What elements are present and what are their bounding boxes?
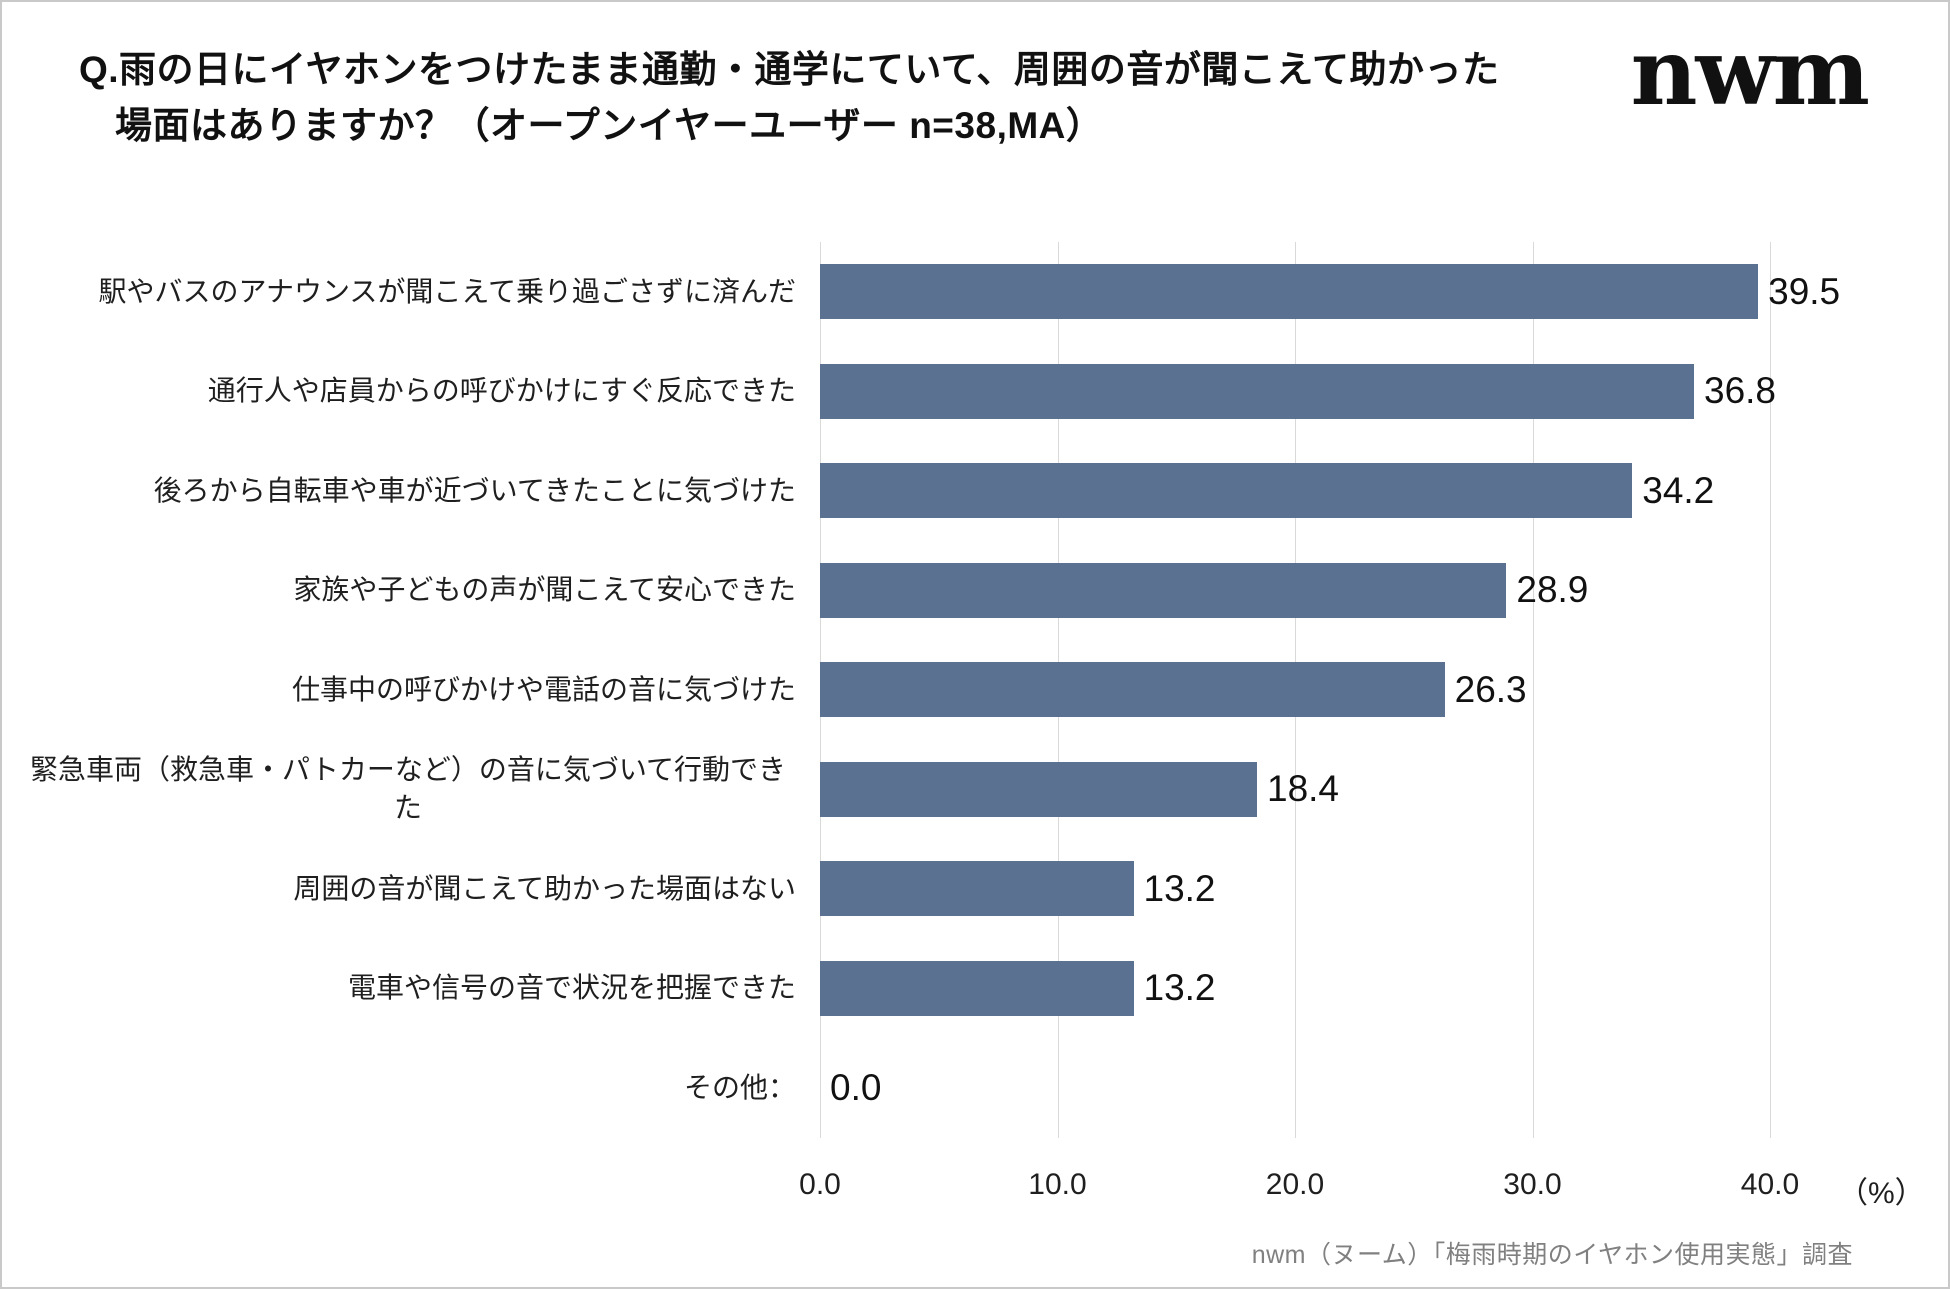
bar-track: 36.8: [820, 342, 1776, 442]
category-label: その他：: [683, 1071, 796, 1103]
value-label: 34.2: [1642, 469, 1715, 511]
bar-track: 13.2: [820, 939, 1770, 1039]
x-tick-label: 30.0: [1503, 1167, 1562, 1201]
value-label: 39.5: [1768, 270, 1841, 312]
source-note: nwm（ヌーム）「梅雨時期のイヤホン使用実態」調査: [1251, 1241, 1853, 1269]
chart-row: その他： 0.0: [20, 1038, 1770, 1138]
chart-row: 駅やバスのアナウンスが聞こえて乗り過ごさずに済んだ 39.5: [20, 242, 1840, 342]
chart-row: 仕事中の呼びかけや電話の音に気づけた 26.3: [20, 640, 1770, 740]
category-label: 仕事中の呼びかけや電話の音に気づけた: [291, 673, 796, 705]
bar-track: 18.4: [820, 740, 1770, 840]
bar-track: 26.3: [820, 640, 1770, 740]
category-label: 周囲の音が聞こえて助かった場面はない: [293, 872, 796, 904]
bar: [820, 960, 1134, 1016]
x-tick-label: 10.0: [1028, 1167, 1087, 1201]
chart-row: 電車や信号の音で状況を把握できた 13.2: [20, 939, 1770, 1039]
chart-row: 周囲の音が聞こえて助かった場面はない 13.2: [20, 839, 1770, 939]
chart-title-line1: Q.雨の日にイヤホンをつけたまま通勤・通学にていて、周囲の音が聞こえて助かった: [79, 49, 1500, 90]
category-label: 駅やバスのアナウンスが聞こえて乗り過ごさずに済んだ: [98, 275, 796, 307]
value-label: 36.8: [1704, 370, 1777, 412]
category-label: 緊急車両（救急車・パトカーなど）の音に気づいて行動できた: [29, 754, 786, 824]
x-axis: （%） 0.0 10.0 20.0 30.0 40.0: [799, 1167, 1925, 1212]
bar-track: 13.2: [820, 839, 1770, 939]
x-tick-label: 0.0: [799, 1167, 841, 1201]
value-label: 13.2: [1143, 967, 1216, 1009]
bar-track: 34.2: [820, 441, 1770, 541]
category-label: 通行人や店員からの呼びかけにすぐ反応できた: [207, 375, 796, 407]
value-label: 26.3: [1454, 668, 1527, 710]
value-label: 18.4: [1267, 768, 1340, 810]
chart-row: 通行人や店員からの呼びかけにすぐ反応できた 36.8: [20, 342, 1776, 442]
value-label: 28.9: [1516, 569, 1589, 611]
x-tick-label: 20.0: [1265, 1167, 1325, 1201]
category-label: 電車や信号の音で状況を把握できた: [347, 972, 796, 1004]
bar: [820, 761, 1257, 817]
category-label: 後ろから自転車や車が近づいてきたことに気づけた: [153, 474, 796, 506]
bar: [820, 861, 1134, 917]
bar-track: 39.5: [820, 242, 1840, 342]
value-label: 0.0: [830, 1066, 882, 1108]
bar-track: 0.0: [820, 1038, 1770, 1138]
chart-row: 後ろから自転車や車が近づいてきたことに気づけた 34.2: [20, 441, 1770, 541]
value-label: 13.2: [1143, 867, 1216, 909]
bar: [820, 562, 1507, 618]
chart-row: 緊急車両（救急車・パトカーなど）の音に気づいて行動できた 18.4: [20, 740, 1770, 840]
x-tick-label: 40.0: [1740, 1167, 1800, 1201]
bar-track: 28.9: [820, 541, 1770, 641]
gridline: [1532, 242, 1534, 1138]
bar: [820, 264, 1759, 320]
bar: [820, 463, 1633, 519]
nwm-logo: nwm: [1630, 18, 1870, 126]
bar: [820, 363, 1694, 419]
category-label: 家族や子どもの声が聞こえて安心できた: [293, 574, 796, 606]
chart-title-line2: 場面はありますか？（オープンイヤーユーザー n=38,MA）: [115, 104, 1104, 146]
chart-row: 家族や子どもの声が聞こえて安心できた 28.9: [20, 541, 1770, 641]
x-axis-unit-label: （%）: [1838, 1176, 1925, 1210]
chart-plot-area: 駅やバスのアナウンスが聞こえて乗り過ごさずに済んだ 39.5 通行人や店員からの呼び…: [20, 242, 1840, 1138]
gridline: [1770, 242, 1771, 1138]
bar-chart: 駅やバスのアナウンスが聞こえて乗り過ごさずに済んだ 39.5 通行人や店員からの呼び…: [20, 242, 1925, 1212]
chart-title: Q.雨の日にイヤホンをつけたまま通勤・通学にていて、周囲の音が聞こえて助かった …: [79, 42, 1500, 153]
bar: [820, 662, 1445, 718]
